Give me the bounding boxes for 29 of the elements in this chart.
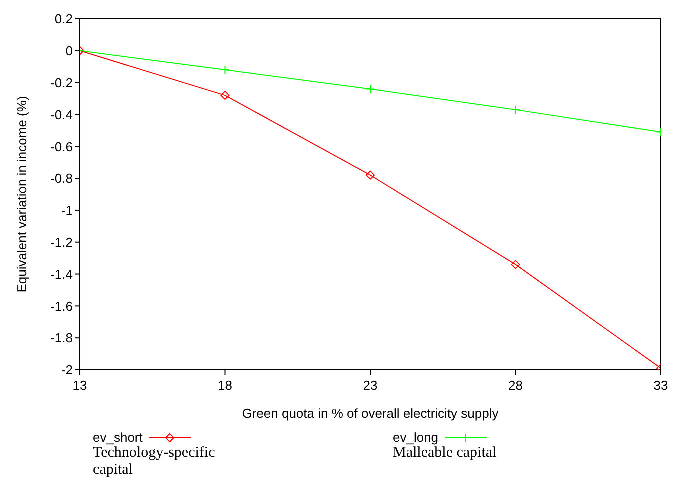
y-tick-label: -1.4 [50, 266, 73, 282]
legend-label: ev_long [393, 430, 439, 445]
y-tick-label: -0.4 [50, 107, 73, 122]
y-tick-label: -1.6 [50, 298, 73, 314]
y-axis-title: Equivalent variation in income (%) [14, 96, 30, 293]
y-tick-label: -0.2 [50, 75, 73, 90]
y-tick-label: 0 [66, 44, 73, 59]
y-tick-label: -1.8 [50, 330, 73, 346]
legend-label: ev_short [93, 430, 143, 445]
point [366, 170, 375, 180]
text: Malleable capital [393, 445, 498, 462]
x-axis-title: Green quota in % of overall electricity supply [242, 406, 500, 421]
y-tick-label: -1 [61, 203, 73, 218]
y-tick-label: -0.6 [50, 139, 73, 154]
y-tick-label: -2 [61, 362, 73, 378]
point [511, 105, 520, 114]
x-tick-label: 33 [654, 378, 668, 394]
x-tick-label: 23 [363, 378, 378, 394]
text: Technology-specific capital [93, 445, 216, 479]
point [220, 66, 230, 75]
x-tick-label: 13 [72, 378, 88, 394]
point [511, 260, 520, 270]
y-tick-label: -0.8 [50, 171, 73, 186]
point [366, 84, 375, 94]
x-tick-label: 28 [508, 378, 523, 394]
y-tick-label: 0.2 [54, 12, 73, 27]
point [220, 91, 230, 100]
x-tick-label: 18 [218, 378, 232, 394]
y-tick-label: -1.2 [50, 234, 73, 250]
